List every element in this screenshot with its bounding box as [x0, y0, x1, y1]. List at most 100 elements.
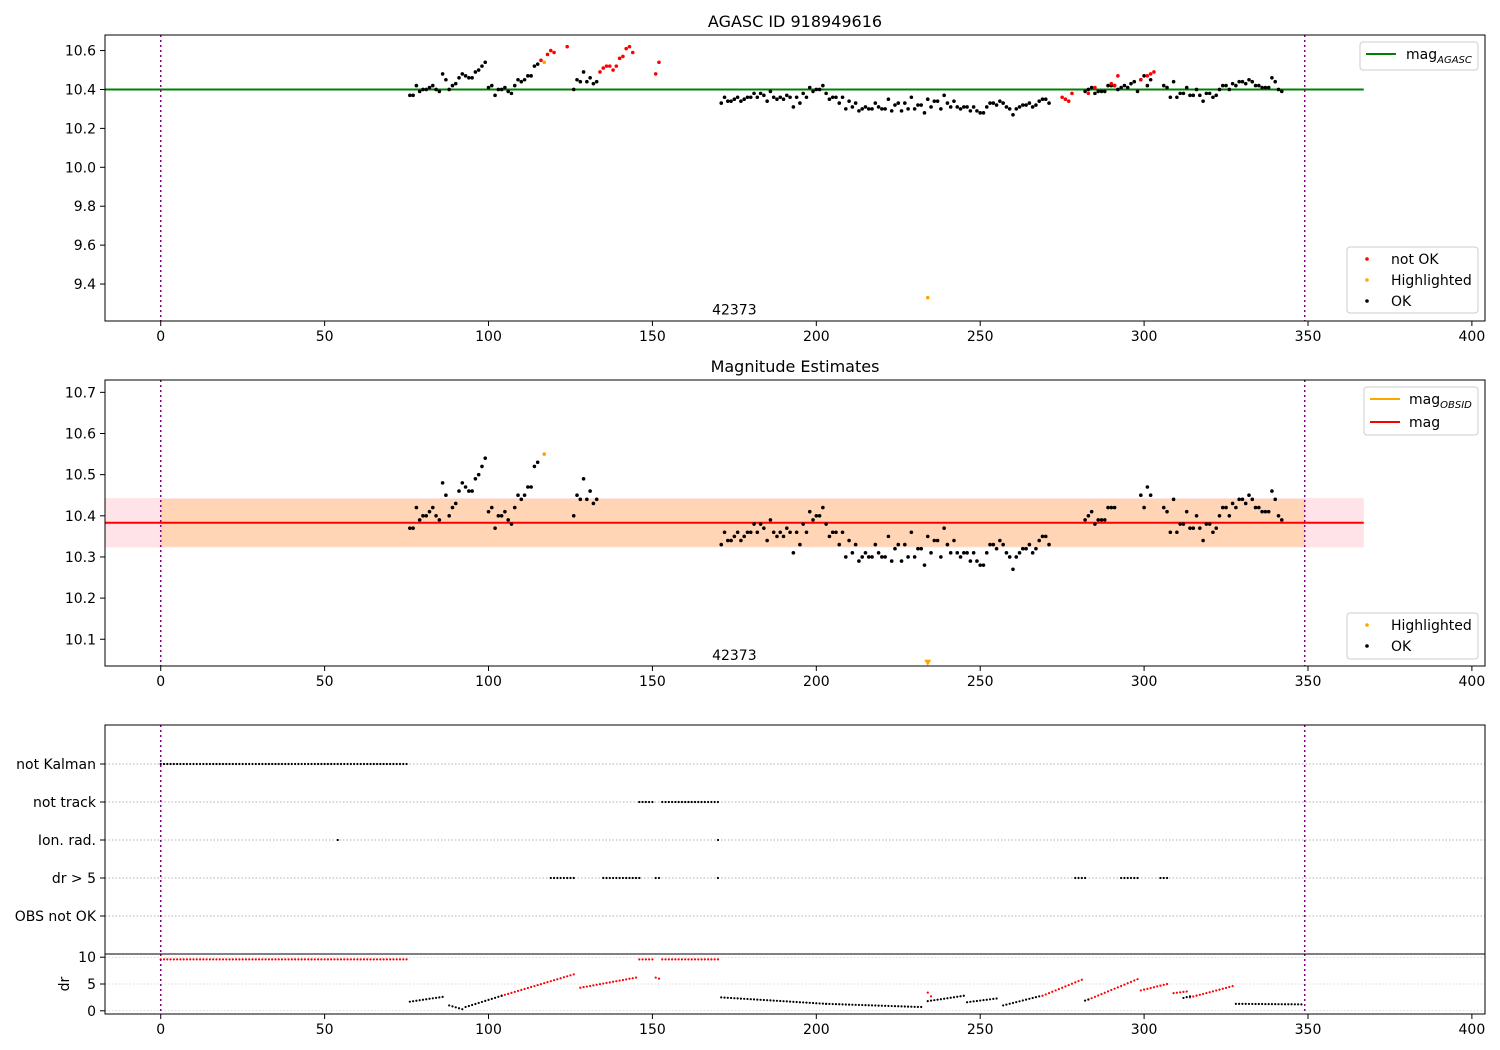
p2-point-0-119: [952, 538, 956, 543]
flag-point-3-6-305: [1159, 876, 1162, 880]
p1-point-0-55: [742, 97, 746, 102]
flag-point-0-0-32: [264, 762, 267, 766]
p2-point-0-96: [876, 551, 881, 555]
dr-point-0-2-159: [680, 958, 684, 961]
p2-point-0-144: [1034, 546, 1038, 551]
p1-point-1-13: [624, 46, 628, 51]
dr-point-0-7-274: [1057, 987, 1060, 991]
p1-point-0-133: [998, 99, 1002, 103]
dr-point-0-11-326: [1228, 985, 1231, 989]
flag-point-0-0-35: [274, 762, 277, 766]
dr-point-1-4-206: [834, 1003, 838, 1006]
dr-point-0-0-53: [333, 958, 336, 961]
flag-point-0-0-58: [349, 762, 352, 766]
p1-point-0-182: [1201, 99, 1205, 103]
dr-point-0-2-160: [684, 958, 687, 961]
dr-point-1-3-172: [723, 996, 726, 999]
flag-point-1-1-156: [670, 800, 674, 804]
dr-point-1-10-330: [1241, 1002, 1244, 1005]
p1-point-0-12: [447, 87, 451, 92]
dr-point-0-5-151: [654, 976, 657, 979]
flag-point-1-1-155: [667, 800, 670, 804]
dr-point-1-3-189: [779, 999, 782, 1003]
p2-point-0-68: [785, 526, 789, 530]
dr-point-1-1-92: [461, 1008, 464, 1011]
p1-ytick-label-3: 10.0: [65, 160, 96, 176]
p2-ytick-label-2: 10.3: [65, 550, 96, 566]
panel2-title: Magnitude Estimates: [711, 357, 880, 376]
p2-point-0-124: [968, 559, 973, 563]
dr-point-1-0-80: [421, 998, 425, 1001]
dr-point-1-2-100: [487, 998, 490, 1001]
p2-xtick-label-6: 300: [1131, 674, 1158, 690]
p1-point-0-50: [726, 99, 730, 103]
p1-xtick-label-7: 350: [1295, 329, 1322, 345]
dr-point-0-7-276: [1064, 985, 1067, 988]
p2-point-0-102: [896, 542, 901, 547]
dr-point-1-4-220: [880, 1004, 883, 1007]
p2-point-0-71: [794, 530, 799, 535]
dr-point-1-10-347: [1297, 1003, 1300, 1006]
p2-point-0-105: [906, 555, 910, 559]
p1-point-0-2: [414, 83, 419, 88]
dr-point-0-3-125: [569, 974, 572, 977]
p2-point-0-125: [971, 551, 976, 555]
dr-point-0-0-33: [267, 958, 270, 961]
dr-point-0-9-299: [1139, 989, 1142, 992]
p1-point-0-159: [1116, 87, 1120, 92]
p4-xtick-label-8: 400: [1459, 1022, 1486, 1038]
dr-point-1-10-335: [1257, 1002, 1260, 1006]
p1-point-0-18: [467, 76, 471, 80]
dr-axis-label: dr: [57, 976, 73, 991]
dr-point-0-3-113: [530, 985, 533, 989]
dr-point-0-0-75: [405, 958, 408, 961]
dr-point-0-9-300: [1142, 988, 1146, 991]
p2-point-0-15: [457, 489, 461, 493]
dr-point-1-4-215: [864, 1004, 867, 1007]
legend2-highlighted-marker: [1365, 623, 1369, 627]
flag-point-1-0-147: [641, 800, 644, 804]
dr-point-1-10-343: [1283, 1003, 1287, 1006]
dr-point-0-0-40: [290, 958, 293, 961]
p2-point-0-89: [853, 542, 858, 547]
p1-point-0-75: [807, 85, 812, 90]
p1-point-0-121: [958, 107, 963, 111]
dr-point-0-0-44: [303, 958, 307, 961]
agasc-magnitude-panel: AGASC ID 918949616 0 50 100 150 200 250 300 350…: [65, 12, 1486, 345]
panel2-legend-mag: mag: [1409, 415, 1440, 431]
p2-point-0-182: [1224, 505, 1228, 510]
p1-point-0-155: [1102, 89, 1107, 94]
p2-point-0-131: [991, 542, 996, 547]
dr-point-0-2-168: [710, 958, 713, 961]
dr-point-1-0-84: [434, 996, 438, 999]
dr-point-1-7-258: [1005, 1003, 1008, 1006]
flag-point-0-0-69: [385, 762, 389, 766]
p1-point-0-31: [509, 91, 514, 96]
p2-point-0-100: [889, 559, 894, 563]
p1-point-0-143: [1030, 105, 1035, 109]
p2-point-0-76: [811, 518, 815, 522]
flag-point-3-0-125: [569, 876, 572, 880]
p1-point-0-74: [804, 95, 809, 100]
p1-point-0-132: [994, 103, 999, 107]
p1-point-0-131: [991, 101, 996, 105]
flag-point-0-0-27: [248, 762, 251, 766]
flag-point-0-0-75: [405, 762, 408, 766]
p1-point-0-103: [899, 109, 904, 113]
p1-point-0-42: [578, 79, 583, 84]
p1-point-0-145: [1037, 99, 1042, 103]
p2-point-0-1: [411, 526, 415, 530]
p1-point-0-191: [1230, 81, 1235, 86]
dr-point-0-8-294: [1123, 983, 1126, 986]
p1-point-0-160: [1119, 85, 1123, 90]
panel2-obsid-label: 42373: [712, 648, 757, 664]
p1-point-0-165: [1135, 89, 1140, 94]
dr-point-1-4-211: [851, 1003, 854, 1006]
p2-point-0-118: [948, 551, 953, 555]
flag-point-2-0-54: [336, 838, 339, 842]
flag-point-1-0-146: [638, 800, 641, 804]
flag-point-0-0-20: [225, 762, 228, 766]
dr-point-0-11-318: [1201, 992, 1205, 996]
flag-point-0-0-62: [362, 762, 366, 766]
p2-point-0-18: [467, 489, 471, 493]
